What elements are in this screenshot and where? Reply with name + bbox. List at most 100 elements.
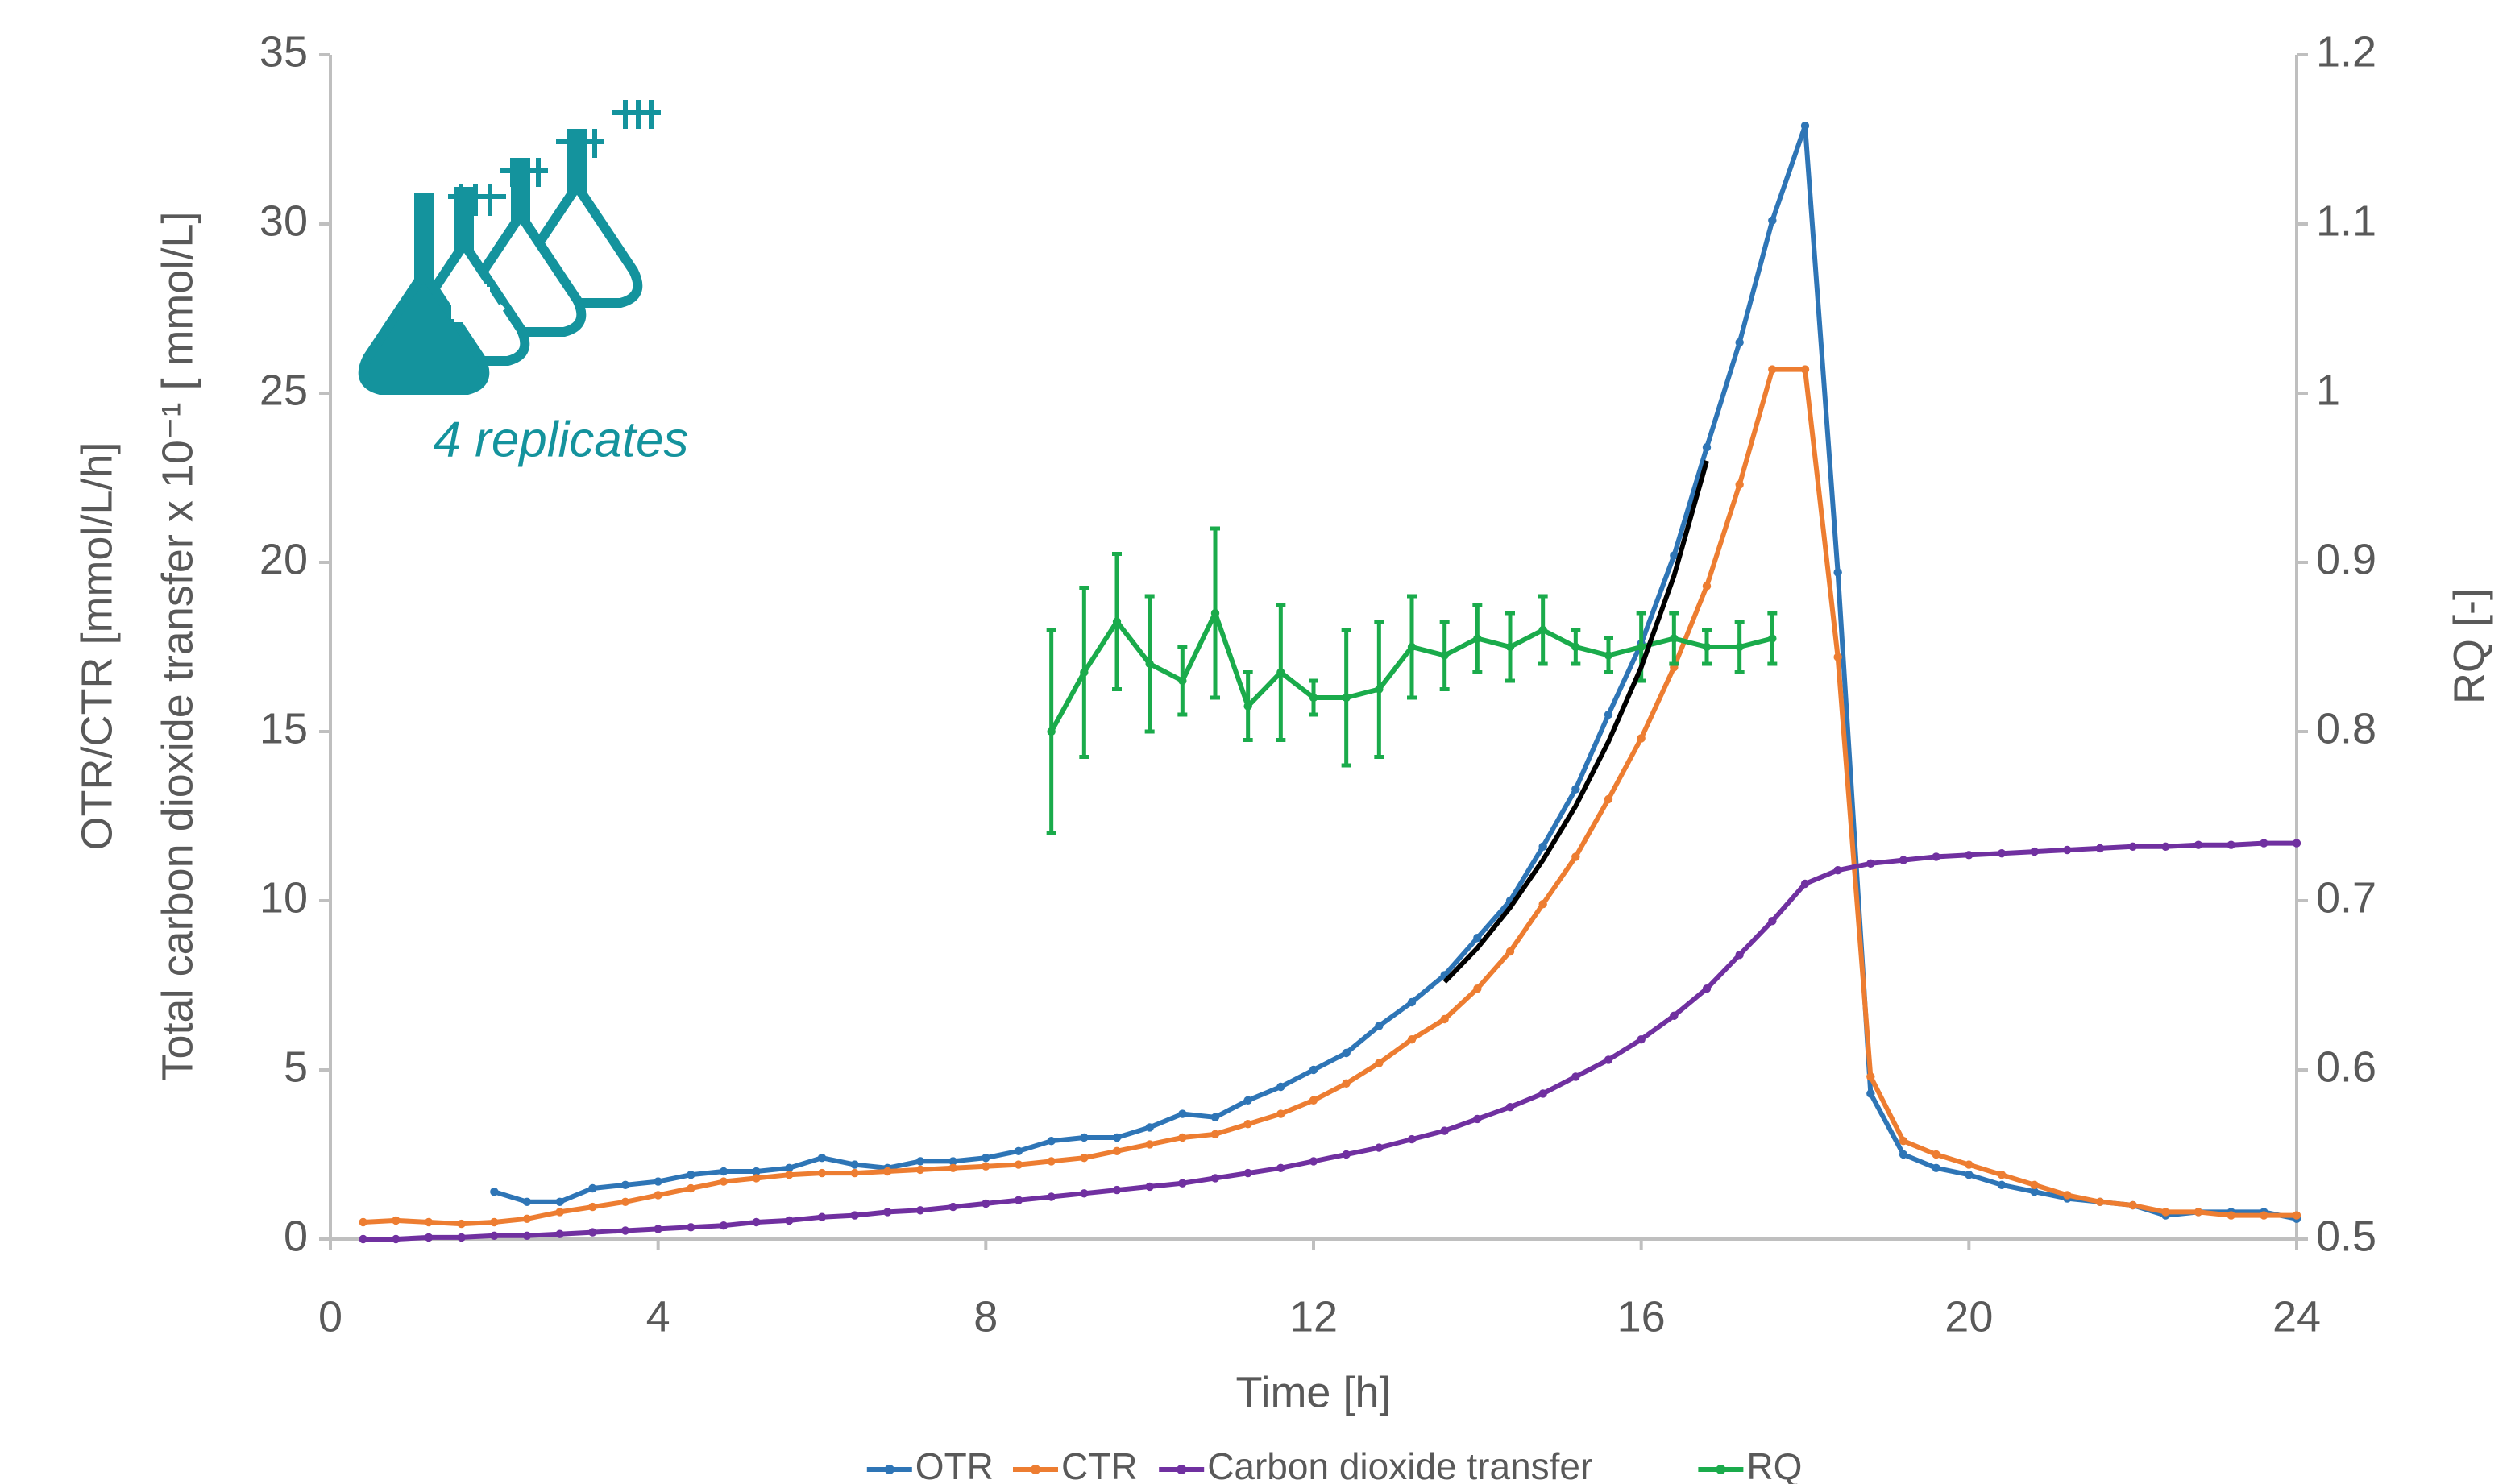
point [982, 1162, 990, 1171]
legend-label: RQ [1746, 1445, 1802, 1484]
point [1014, 1146, 1023, 1156]
point [1309, 693, 1318, 703]
point [1768, 216, 1777, 225]
x-tick-label: 20 [1944, 1292, 1993, 1341]
point [1571, 852, 1580, 861]
point [1768, 917, 1777, 926]
point [620, 1226, 630, 1235]
x-tick-label: 12 [1289, 1292, 1338, 1341]
point [1997, 1180, 2007, 1190]
point [1800, 879, 1810, 889]
y2-axis-title: RQ [-] [2445, 588, 2493, 704]
point [1604, 651, 1613, 660]
point [1670, 1011, 1679, 1021]
point [1309, 1096, 1318, 1105]
point [555, 1197, 564, 1207]
point [1145, 1140, 1154, 1149]
point [620, 1180, 630, 1190]
point [457, 1219, 466, 1229]
point [1145, 659, 1154, 669]
point [1440, 1126, 1449, 1135]
point [1932, 1163, 1940, 1173]
point [1210, 608, 1220, 618]
point [752, 1167, 761, 1176]
point [1637, 1035, 1646, 1044]
point [2227, 1211, 2235, 1220]
point [1800, 365, 1810, 374]
point [1604, 794, 1613, 804]
point [2030, 1188, 2039, 1196]
point [1768, 365, 1777, 374]
point [588, 1228, 597, 1237]
y2-tick-label: 1.1 [2316, 197, 2376, 245]
point [1604, 1055, 1613, 1064]
point [948, 1202, 957, 1212]
point [1210, 1174, 1220, 1183]
point [1440, 651, 1449, 660]
point [1243, 1168, 1252, 1178]
point [1276, 1082, 1285, 1092]
fit-curve [1442, 460, 1709, 984]
point [359, 1217, 367, 1227]
point [1375, 1059, 1384, 1067]
y-tick-label: 20 [259, 535, 308, 583]
y-tick-label: 30 [259, 197, 308, 245]
y2-tick-label: 0.8 [2316, 704, 2376, 752]
point [392, 1234, 401, 1244]
point [817, 1154, 827, 1163]
y-axis-title: OTR/CTR [mmol/L/h] [73, 441, 121, 850]
point [1702, 443, 1712, 452]
point [1473, 984, 1482, 993]
point [1866, 1072, 1875, 1081]
series-line [359, 365, 2301, 1229]
legend-marker [1177, 1465, 1187, 1474]
point [850, 1168, 859, 1178]
point [1178, 1109, 1187, 1118]
point [1735, 642, 1744, 652]
x-tick-label: 16 [1617, 1292, 1666, 1341]
point [1014, 1196, 1023, 1204]
legend: OTR CTR Carbon dioxide transfer RQ [866, 1445, 1802, 1484]
point [1210, 1113, 1220, 1122]
point [1178, 676, 1187, 686]
point [1571, 785, 1580, 794]
point [1505, 1103, 1515, 1112]
y-tick-label: 0 [284, 1212, 308, 1260]
point [1997, 849, 2007, 858]
point [1735, 338, 1744, 347]
point [915, 1157, 925, 1166]
point [359, 1234, 367, 1244]
point [785, 1216, 794, 1225]
fit-curve-path [1442, 460, 1709, 984]
point [1735, 951, 1744, 960]
point [522, 1214, 532, 1224]
point [457, 1233, 466, 1242]
legend-marker [884, 1465, 894, 1474]
point [883, 1167, 892, 1176]
point [1538, 1089, 1547, 1098]
point [785, 1171, 794, 1179]
point [654, 1191, 662, 1200]
point [1342, 693, 1351, 703]
point [1276, 1109, 1285, 1118]
legend-label: OTR [915, 1445, 994, 1484]
y-tick-label: 35 [259, 27, 308, 76]
y2-tick-label: 1 [2316, 366, 2340, 414]
point [1538, 842, 1547, 852]
x-tick-label: 4 [646, 1292, 670, 1341]
point [424, 1217, 434, 1227]
y2-tick-label: 0.7 [2316, 873, 2376, 922]
point [1473, 1114, 1482, 1124]
point [1375, 1022, 1384, 1030]
point [2161, 1208, 2170, 1217]
point [1538, 625, 1547, 635]
point [588, 1183, 597, 1193]
point [1309, 1065, 1318, 1075]
point [1375, 685, 1384, 694]
point [490, 1188, 499, 1196]
point [1309, 1157, 1318, 1166]
point [948, 1157, 957, 1166]
point [1505, 947, 1515, 956]
point [719, 1221, 728, 1230]
